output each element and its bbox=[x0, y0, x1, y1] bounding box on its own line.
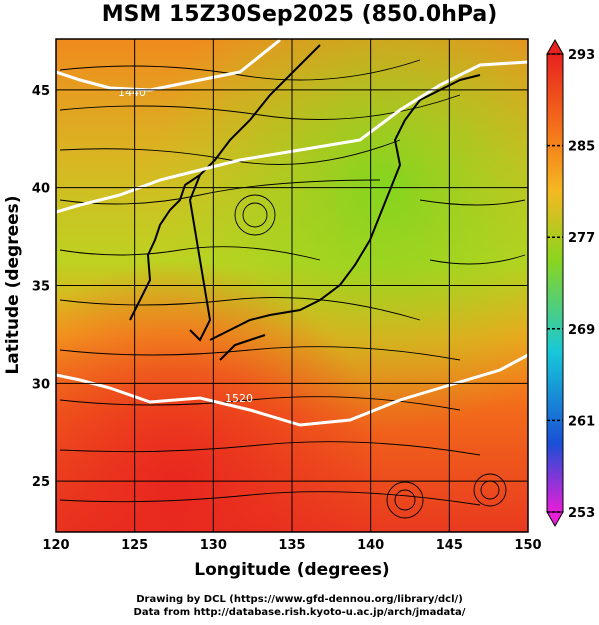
y-tick-label: 30 bbox=[32, 377, 50, 392]
credit-drawing: Drawing by DCL (https://www.gfd-dennou.o… bbox=[136, 594, 463, 605]
credit-data: Data from http://database.rish.kyoto-u.a… bbox=[133, 607, 466, 618]
x-tick-label: 135 bbox=[278, 538, 305, 553]
colorbar-label: 269 bbox=[568, 323, 595, 338]
x-tick-label: 125 bbox=[121, 538, 148, 553]
coastlines bbox=[129, 44, 481, 361]
x-axis: 120 125 130 135 140 145 150 bbox=[42, 39, 542, 553]
y-axis: 25 30 35 40 45 bbox=[32, 84, 528, 490]
colorbar-label: 261 bbox=[568, 414, 595, 429]
map-title: MSM 15Z30Sep2025 (850.0hPa) bbox=[101, 2, 498, 27]
contour-label-1440: 1440 bbox=[118, 86, 146, 99]
x-tick-label: 150 bbox=[514, 538, 541, 553]
colorbar-bottom-arrow bbox=[546, 511, 564, 528]
colorbar-label: 253 bbox=[568, 506, 595, 521]
wind-streamlines bbox=[59, 59, 526, 519]
colorbar: 293 285 277 269 261 253 bbox=[546, 38, 595, 528]
y-tick-label: 40 bbox=[32, 182, 50, 197]
y-tick-label: 45 bbox=[32, 84, 50, 99]
x-tick-label: 145 bbox=[436, 538, 463, 553]
colorbar-top-arrow bbox=[546, 38, 564, 55]
x-tick-label: 130 bbox=[200, 538, 227, 553]
x-axis-title: Longitude (degrees) bbox=[194, 560, 389, 580]
x-tick-label: 120 bbox=[42, 538, 69, 553]
colorbar-bar bbox=[546, 53, 564, 513]
y-tick-label: 35 bbox=[32, 280, 50, 295]
colorbar-label: 293 bbox=[568, 48, 595, 63]
contour-label-1520: 1520 bbox=[225, 392, 253, 405]
y-tick-label: 25 bbox=[32, 475, 50, 490]
colorbar-label: 285 bbox=[568, 140, 595, 155]
colorbar-label: 277 bbox=[568, 231, 595, 246]
x-tick-label: 140 bbox=[357, 538, 384, 553]
y-axis-title: Latitude (degrees) bbox=[3, 195, 23, 374]
